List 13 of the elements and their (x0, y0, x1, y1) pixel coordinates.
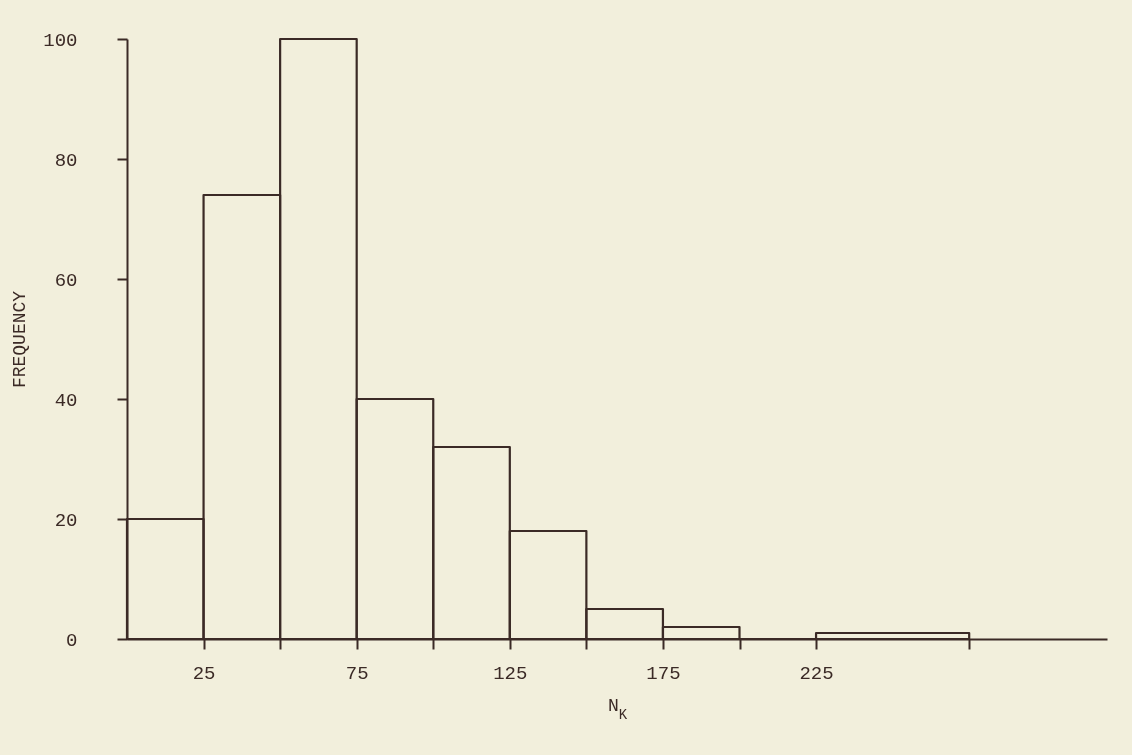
x-tick-label: 75 (345, 662, 369, 685)
x-axis-title: N$_{K}$ (607, 695, 628, 723)
y-tick-label: 100 (43, 29, 78, 52)
y-tick-label: 60 (54, 269, 78, 292)
x-tick-label: 25 (192, 662, 216, 685)
x-tick-label: 225 (799, 662, 834, 685)
y-tick-label: 0 (66, 629, 78, 652)
y-tick-label: 20 (54, 509, 78, 532)
y-tick-label: 80 (54, 149, 78, 172)
x-tick-label: 175 (646, 662, 681, 685)
y-tick-label: 40 (54, 389, 78, 412)
y-axis-title: FREQUENCY (10, 290, 31, 389)
x-tick-label: 125 (493, 662, 528, 685)
